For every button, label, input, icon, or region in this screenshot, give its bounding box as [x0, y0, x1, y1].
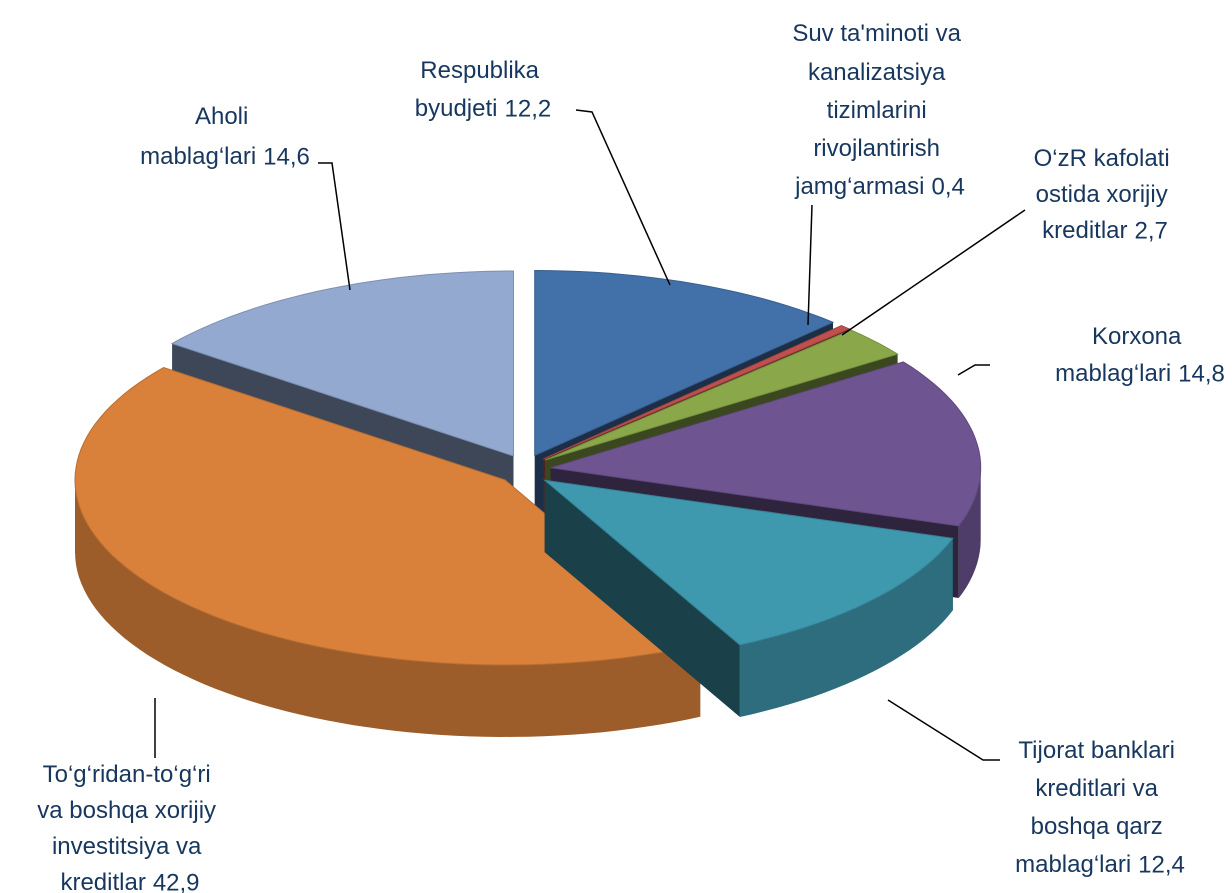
data-label: To‘g‘ridan-to‘g‘ri va boshqa xorijiy inv…: [37, 698, 223, 893]
value-label: 14,6: [263, 143, 310, 170]
data-label: Respublika byudjeti 12,2: [415, 57, 671, 286]
slice: [170, 270, 514, 457]
value-label: 12,4: [1138, 851, 1185, 878]
category-label: Respublika byudjeti: [415, 57, 546, 122]
slice: [543, 479, 954, 717]
data-label: Tijorat banklari kreditlari va boshqa qa…: [887, 699, 1185, 878]
category-label: Korxona mablag‘lari: [1055, 323, 1188, 387]
slice: [550, 361, 982, 527]
slice: [534, 269, 835, 457]
value-label: 2,7: [1134, 217, 1167, 244]
slice: [74, 366, 702, 666]
value-label: 42,9: [153, 869, 200, 893]
slice-wall: [544, 480, 740, 717]
value-label: 14,8: [1178, 360, 1225, 387]
category-label: Aholi mablag‘lari: [140, 103, 256, 170]
slice: [543, 479, 954, 646]
data-label: Korxona mablag‘lari 14,8: [957, 323, 1225, 387]
value-label: 12,2: [505, 95, 552, 122]
leader-line: [957, 364, 990, 376]
category-label: To‘g‘ridan-to‘g‘ri va boshqa xorijiy inv…: [37, 761, 222, 893]
data-label: Suv ta'minoti va kanalizatsiya tizimlari…: [792, 20, 968, 326]
slice: [543, 325, 851, 460]
slice: [544, 329, 899, 461]
pie: [74, 269, 982, 737]
leader-line: [575, 109, 671, 286]
value-label: 0,4: [932, 173, 965, 200]
category-label: Suv ta'minoti va kanalizatsiya tizimlari…: [792, 20, 967, 200]
leader-line: [887, 699, 1000, 761]
data-label: Aholi mablag‘lari 14,6: [140, 103, 351, 291]
slice-side: [958, 467, 981, 598]
leader-line: [318, 162, 351, 291]
slice-side: [75, 480, 701, 737]
category-label: O‘zR kafolati ostida xorijiy kreditlar: [1034, 145, 1177, 244]
leader-line: [841, 209, 1026, 336]
slice-side: [739, 538, 953, 717]
leader-line: [807, 204, 813, 326]
data-label: O‘zR kafolati ostida xorijiy kreditlar 2,…: [841, 145, 1177, 336]
category-label: Tijorat banklari kreditlari va boshqa qa…: [1015, 737, 1181, 878]
